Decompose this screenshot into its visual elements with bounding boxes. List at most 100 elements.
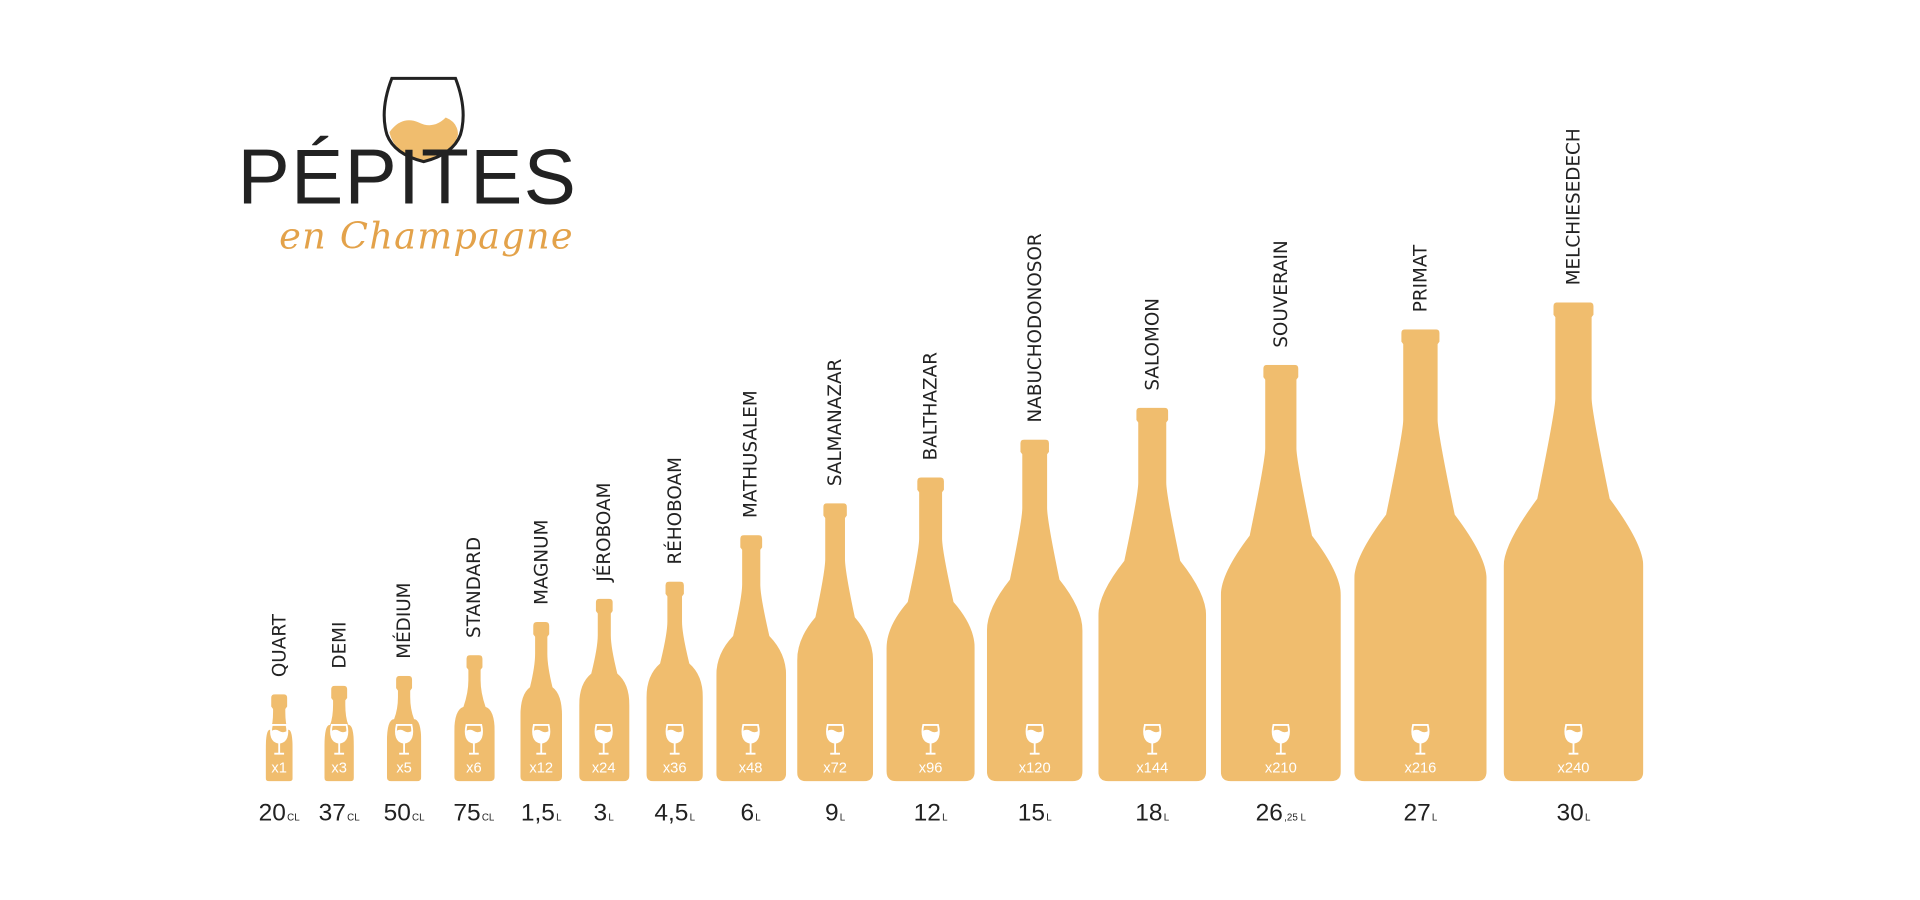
glass-count: x24 (591, 759, 616, 777)
glass-count: x120 (1018, 759, 1051, 777)
bottle-volume: 4,5L (626, 800, 724, 828)
volume-unit: L (839, 811, 846, 823)
glass-count: x72 (823, 759, 847, 777)
bottle-shape (646, 581, 703, 782)
glass-count: x96 (918, 759, 943, 777)
volume-value: 30 (1556, 799, 1584, 827)
logo-wordmark: PÉPITES (237, 132, 578, 221)
volume-value: 9 (824, 799, 839, 827)
glass-count: x6 (466, 759, 482, 777)
bottle-shape (797, 503, 874, 782)
volume-value: 4,5 (654, 799, 689, 827)
bottle-name: MAGNUM (530, 519, 553, 605)
glass-count: x210 (1264, 759, 1297, 777)
bottle-volume: 15L (986, 800, 1084, 828)
bottle-shape (386, 675, 422, 782)
glass-count: x144 (1136, 759, 1169, 777)
bottle-name: DEMI (328, 621, 351, 669)
logo-wine-glass-icon (382, 76, 465, 164)
glass-count: x240 (1557, 759, 1590, 777)
wine-glass-icon (665, 723, 684, 755)
glass-count: x3 (331, 759, 347, 777)
wine-glass-icon (1271, 723, 1290, 755)
bottle-shape (715, 535, 786, 782)
volume-unit: CL (481, 811, 495, 823)
volume-unit: L (608, 811, 614, 823)
bottle-name: MATHUSALEM (739, 390, 762, 518)
bottle-name: JÉROBOAM (592, 482, 615, 582)
volume-unit: CL (287, 811, 300, 823)
volume-value: 3 (593, 799, 608, 827)
bottle-volume: 18L (1103, 800, 1201, 828)
bottle-name: RÉHOBOAM (663, 457, 686, 565)
volume-unit: ,25 L (1284, 811, 1306, 823)
volume-value: 12 (913, 799, 941, 827)
glass-count: x36 (662, 759, 687, 777)
wine-glass-icon (330, 723, 349, 755)
wine-glass-icon (741, 723, 760, 755)
wine-glass-icon (1025, 723, 1044, 755)
wine-glass-icon (532, 723, 551, 755)
volume-unit: L (1431, 811, 1438, 823)
bottle-volume: 6L (702, 800, 800, 828)
volume-unit: L (942, 811, 948, 823)
bottle-shape (453, 655, 495, 782)
bottle-name: MELCHIESEDECH (1562, 128, 1585, 286)
volume-unit: CL (412, 811, 425, 823)
bottle-shape (1220, 364, 1341, 782)
volume-value: 20 (258, 799, 286, 827)
wine-glass-icon (1411, 723, 1430, 755)
volume-value: 50 (383, 799, 411, 827)
wine-glass-icon (1564, 723, 1583, 755)
volume-unit: L (1584, 811, 1591, 823)
bottle-name: SALMANAZAR (824, 358, 847, 487)
bottle-name: SOUVERAIN (1269, 240, 1292, 348)
bottle-volume: 26,25 L (1232, 800, 1330, 828)
volume-value: 6 (740, 799, 755, 827)
bottle-shape (1503, 302, 1644, 782)
logo-tagline: en Champagne (279, 215, 574, 259)
bottle-shape (1098, 407, 1207, 782)
volume-unit: L (755, 811, 761, 823)
glass-count: x1 (271, 759, 287, 777)
wine-glass-icon (594, 723, 613, 755)
volume-value: 15 (1017, 799, 1045, 827)
volume-value: 27 (1403, 799, 1431, 827)
glass-count: x12 (529, 759, 554, 777)
volume-value: 37 (318, 799, 346, 827)
wine-glass-icon (270, 723, 289, 755)
bottle-volume: 20CL (230, 800, 328, 828)
bottle-shape (578, 598, 629, 782)
bottle-shape (1354, 329, 1487, 782)
bottle-name: BALTHAZAR (919, 352, 942, 461)
bottle-name: NABUCHODONOSOR (1023, 233, 1046, 423)
volume-unit: L (1163, 811, 1170, 823)
volume-unit: L (1046, 811, 1052, 823)
bottle-volume: 30L (1525, 800, 1623, 828)
bottle-volume: 1,5L (492, 800, 590, 828)
bottle-name: SALOMON (1141, 297, 1164, 391)
volume-value: 1,5 (520, 799, 555, 827)
bottle-name: MÉDIUM (393, 582, 416, 659)
wine-glass-icon (1143, 723, 1162, 755)
volume-value: 18 (1135, 799, 1163, 827)
volume-unit: L (556, 811, 562, 823)
wine-glass-icon (395, 723, 414, 755)
bottle-volume: 75CL (425, 800, 523, 828)
volume-value: 75 (453, 799, 481, 827)
wine-glass-icon (921, 723, 940, 755)
bottle-shape (886, 477, 975, 782)
bottle-volume: 37CL (290, 800, 388, 828)
wine-glass-icon (464, 723, 483, 755)
volume-unit: L (689, 811, 696, 823)
bottle-volume: 27L (1371, 800, 1469, 828)
wine-glass-icon (826, 723, 845, 755)
bottle-shape (986, 439, 1083, 782)
volume-value: 26 (1255, 799, 1283, 827)
glass-count: x48 (738, 759, 763, 777)
glass-count: x216 (1404, 759, 1437, 777)
volume-unit: CL (347, 811, 360, 823)
bottle-name: QUART (268, 614, 291, 678)
bottle-name: PRIMAT (1409, 244, 1432, 313)
